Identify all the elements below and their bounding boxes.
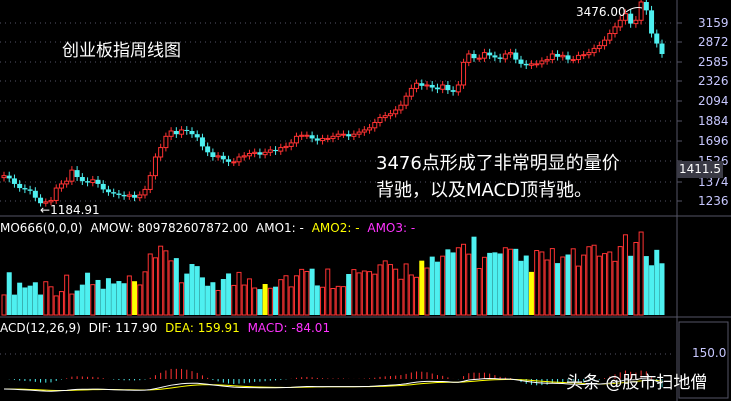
macd-indicator-name[interactable]: ACD(12,26,9) — [0, 321, 81, 335]
annotation-line-2: 背驰，以及MACD顶背驰。 — [376, 180, 592, 201]
price-axis-tick: 3159 — [698, 16, 729, 30]
grid-lines — [0, 22, 682, 355]
price-axis-tick: 2094 — [698, 94, 729, 108]
price-axis-tick: 2872 — [698, 35, 729, 49]
chart-title: 创业板指周线图 — [62, 41, 181, 61]
price-axis-tick: 1884 — [698, 114, 729, 128]
price-candles — [1, 0, 665, 207]
amo2-label: AMO2: - — [311, 221, 360, 235]
amo3-label: AMO3: - — [367, 221, 416, 235]
macd-legend: ACD(12,26,9) DIF: 117.90 DEA: 159.91 MAC… — [0, 321, 330, 335]
dif-label: DIF: 117.90 — [88, 321, 158, 335]
amo1-label: AMO1: - — [256, 221, 304, 235]
current-price-marker: 1411.5 — [677, 161, 723, 178]
price-axis-tick: 2585 — [698, 55, 729, 69]
peak-label: 3476.00 — [576, 5, 626, 19]
volume-legend: MO666(0,0,0) AMOW: 809782607872.00 AMO1:… — [0, 221, 415, 235]
price-axis-tick: 1374 — [698, 175, 729, 189]
macd-histogram — [3, 368, 663, 392]
annotation-line-1: 3476点形成了非常明显的量价 — [376, 153, 620, 174]
macd-axis-tick: 150.0 — [692, 346, 727, 360]
watermark: 头条 @股市扫地僧 — [566, 373, 708, 393]
price-axis-tick: 1236 — [698, 194, 729, 208]
macd-label: MACD: -84.01 — [247, 321, 331, 335]
volume-bars — [1, 231, 665, 316]
low-label: ←1184.91 — [40, 203, 100, 217]
amow-value: 809782607872.00 — [137, 221, 249, 235]
price-axis-tick: 1696 — [698, 134, 729, 148]
price-axis-tick: 2326 — [698, 74, 729, 88]
amow-label: AMOW: — [90, 221, 134, 235]
low-value: 1184.91 — [50, 203, 100, 217]
volume-indicator-name[interactable]: MO666(0,0,0) — [0, 221, 83, 235]
dea-label: DEA: 159.91 — [165, 321, 240, 335]
annotation-text: 3476点形成了非常明显的量价 背驰，以及MACD顶背驰。 — [376, 150, 666, 204]
